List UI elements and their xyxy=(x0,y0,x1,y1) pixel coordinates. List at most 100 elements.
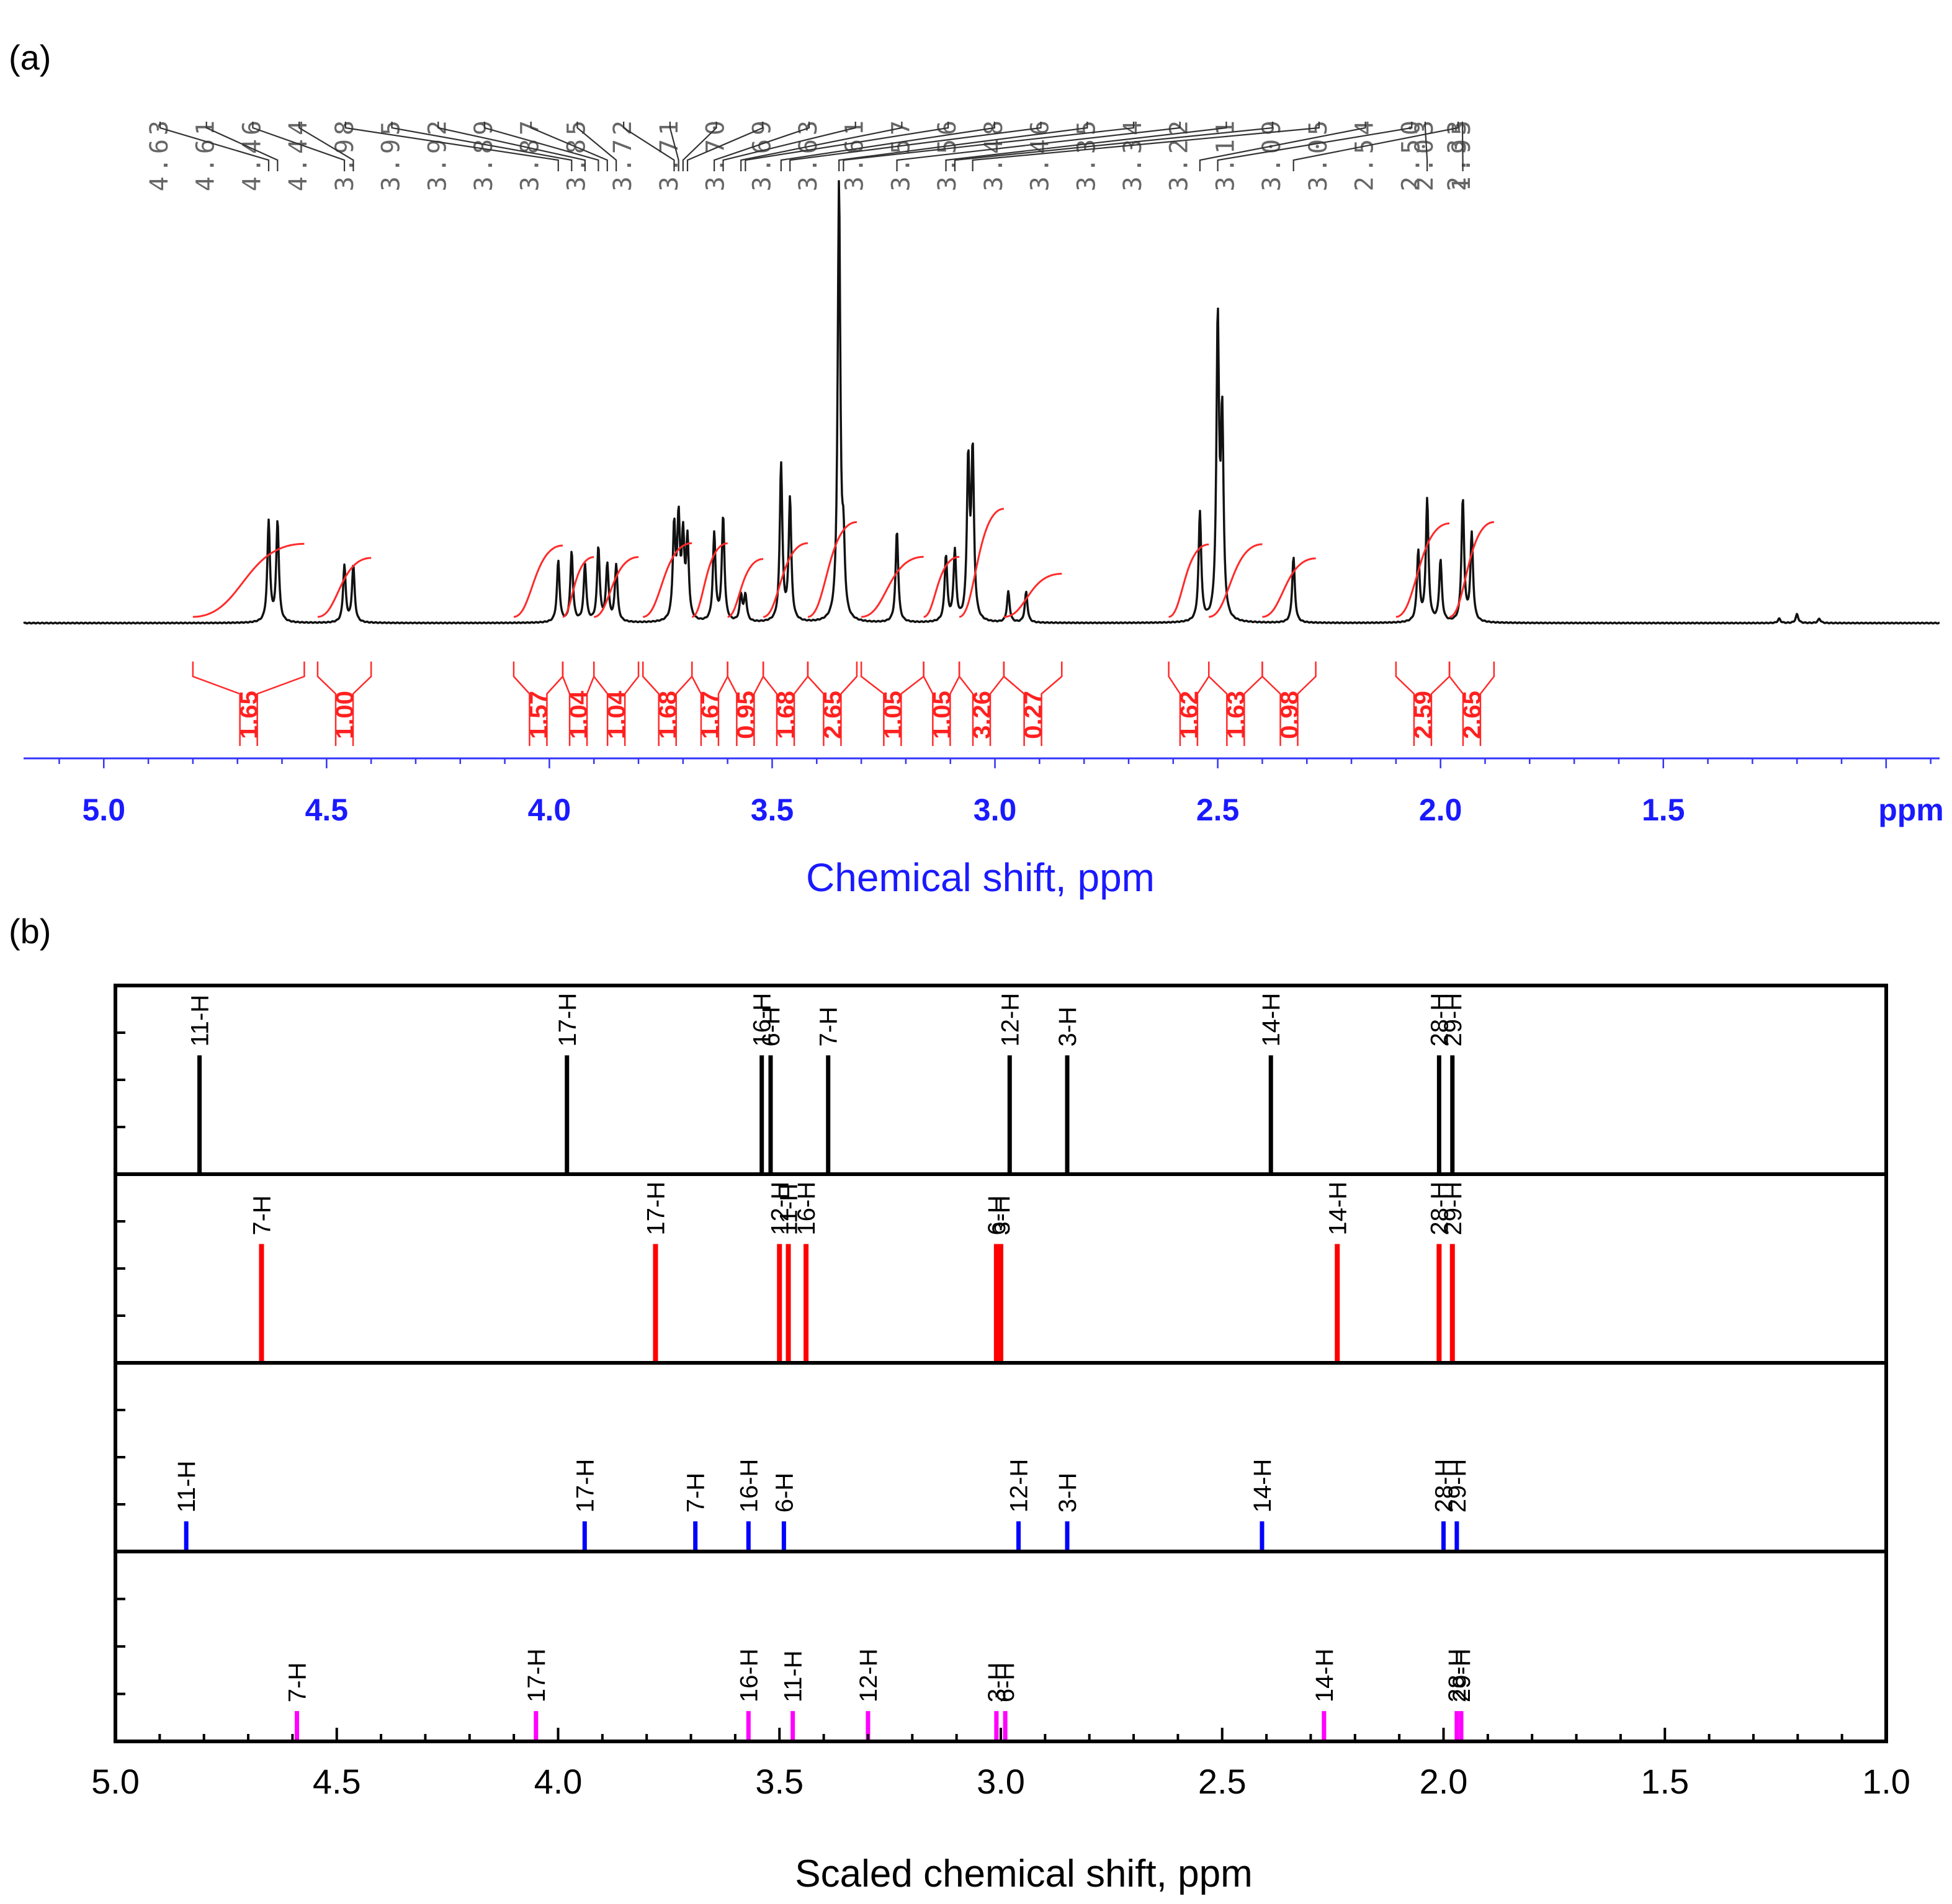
integral-curve xyxy=(923,555,960,618)
peak-leader-line xyxy=(838,122,1088,171)
stick-label: 11-H xyxy=(776,1183,803,1236)
tick-label: 4.0 xyxy=(528,793,571,827)
tick-label: 1.5 xyxy=(1641,1762,1689,1801)
peak-leader-line xyxy=(1461,122,1464,171)
stick-label: 28-H xyxy=(1426,1182,1453,1236)
integral-curve xyxy=(861,555,924,618)
integral-value: 1.04 xyxy=(603,690,630,739)
peak-leader-line xyxy=(437,122,586,171)
stick-label: 28-H xyxy=(1426,993,1453,1047)
integral-value: 2.59 xyxy=(1410,691,1437,739)
integral-value: 0.98 xyxy=(1276,691,1304,739)
stick-label: 17-H xyxy=(642,1182,669,1236)
tick-label: 3.0 xyxy=(974,793,1017,827)
tick-label: 4.5 xyxy=(305,793,349,827)
peak-leader-line xyxy=(780,122,995,171)
integral-bracket-group: 1.65 1.00 1.57 1.04 1.04 1.68 1.67 0.95 1.68 2.65… xyxy=(192,662,1495,746)
integral-curve-group xyxy=(192,508,1495,618)
stick-label: 14-H xyxy=(1324,1182,1351,1236)
integral-curve xyxy=(642,542,692,618)
integral-curve xyxy=(763,542,808,618)
integral-value: 1.63 xyxy=(1222,691,1250,739)
peak-label: 2.33 xyxy=(1443,117,1472,191)
integral-bracket xyxy=(593,662,640,746)
peak-leader-line xyxy=(954,122,1274,171)
stick-label: 7-H xyxy=(248,1195,275,1235)
stick-label: 12-H xyxy=(996,993,1024,1047)
peak-leader-line xyxy=(252,122,346,171)
integral-bracket xyxy=(1261,662,1317,746)
peak-leader-line xyxy=(972,122,1320,171)
nmr-spectrum-trace xyxy=(23,180,1940,625)
peak-label: 4.46 xyxy=(238,117,266,191)
panel-a-ticks: 5.0 4.5 4.0 3.5 3.0 2.5 2.0 1.5 xyxy=(58,758,1932,827)
integral-curve xyxy=(513,544,563,618)
stick-label: 6-H xyxy=(992,1663,1019,1702)
stick-label: 14-H xyxy=(1249,1459,1276,1513)
stick-label: 17-H xyxy=(554,993,581,1047)
peak-leader-line xyxy=(1292,122,1459,171)
integral-value: 1.04 xyxy=(565,690,593,739)
tick-label: 3.0 xyxy=(977,1762,1025,1801)
peak-leader-line xyxy=(740,122,903,171)
stick-label: 29-H xyxy=(1439,1182,1467,1236)
stick-label: 7-H xyxy=(815,1007,843,1046)
integral-value: 1.68 xyxy=(772,691,800,739)
integral-curve xyxy=(727,558,764,618)
stick-label: 17-H xyxy=(571,1459,599,1513)
integral-curve xyxy=(1262,557,1316,618)
tick-label: 5.0 xyxy=(83,793,126,827)
integral-curve xyxy=(562,556,594,618)
peak-leader-line xyxy=(686,122,764,171)
tick-label: 2.0 xyxy=(1420,1762,1468,1801)
stick-label: 3-H xyxy=(1054,1007,1081,1046)
panel-b-ticks: 5.0 4.5 4.0 3.5 3.0 2.5 2.0 1.5 1.0 xyxy=(91,1728,1910,1801)
stick-label: 14-H xyxy=(1258,993,1285,1047)
stick-label: 7-H xyxy=(683,1473,710,1512)
peak-label: 4.44 xyxy=(284,117,313,191)
peak-leader-line xyxy=(745,122,949,171)
tick-label: 1.0 xyxy=(1862,1762,1910,1801)
stick-label: 3-H xyxy=(983,1663,1011,1702)
panel-a-label: (a) xyxy=(9,38,51,77)
integral-value: 1.68 xyxy=(655,691,682,739)
panel-b-stick-lines: 11-H 17-H 16-H6-H 7-H 12-H 3-H 14-H 28-H29-H7-H… xyxy=(173,993,1475,1740)
peak-leader-line xyxy=(483,122,599,171)
stick-label: 29-H xyxy=(1439,993,1467,1047)
peak-label: 3.72 xyxy=(609,117,637,191)
integral-value: 1.05 xyxy=(879,691,907,739)
stick-label: 3-H xyxy=(1054,1473,1081,1512)
integral-value: 1.67 xyxy=(697,691,724,739)
panel-a-x-axis-title: Chemical shift, ppm xyxy=(806,855,1155,900)
stick-label: 6-H xyxy=(758,1007,785,1046)
peak-leader-line xyxy=(576,122,617,171)
peak-label: 3.71 xyxy=(655,117,684,191)
stick-label: 11-H xyxy=(173,1461,200,1513)
peak-leader-line xyxy=(722,122,856,171)
stick-label: 17-H xyxy=(523,1648,550,1702)
stick-label: 12-H xyxy=(855,1648,882,1702)
tick-label: 2.5 xyxy=(1198,1762,1247,1801)
stick-label: 28-H xyxy=(1444,1648,1471,1702)
peak-label-group: 4.63 4.61 4.46 4.44 3.98 3.95 3.92 3.89 3.87 3.85… xyxy=(145,117,1476,191)
stick-label: 7-H xyxy=(284,1663,311,1702)
integral-curve xyxy=(691,542,728,618)
peak-leader-line xyxy=(159,122,270,171)
peak-leader-line xyxy=(714,122,810,171)
tick-label: 5.0 xyxy=(91,1762,140,1801)
stick-label: 12-H xyxy=(1006,1459,1033,1513)
integral-bracket xyxy=(1448,662,1495,746)
peak-label: 4.63 xyxy=(145,117,174,191)
integral-value: 1.57 xyxy=(525,691,552,739)
stick-label: 29-H xyxy=(1448,1648,1475,1702)
peak-leader-lines xyxy=(159,122,1464,171)
stick-label: 16-H xyxy=(793,1182,820,1236)
stick-label: 29-H xyxy=(1444,1459,1471,1513)
peak-label: 4.61 xyxy=(192,117,220,191)
peak-label: 3.89 xyxy=(470,117,498,191)
peak-label: 2.54 xyxy=(1351,117,1379,191)
stick-label: 12-H xyxy=(766,1182,794,1236)
integral-curve xyxy=(1168,543,1209,618)
peak-leader-line xyxy=(682,122,717,171)
